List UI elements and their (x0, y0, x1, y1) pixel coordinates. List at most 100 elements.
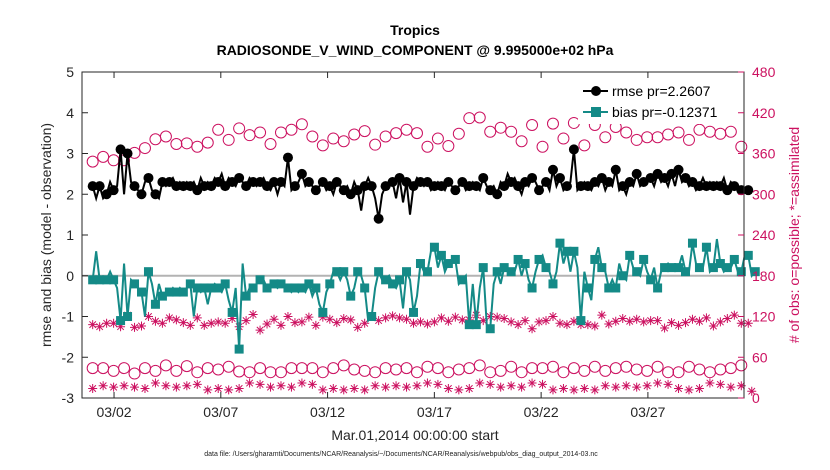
obs-assimilated-marker (332, 318, 342, 328)
rmse-point (561, 181, 572, 192)
bias-point (548, 279, 558, 289)
bias-point (555, 238, 565, 248)
bias-point (701, 242, 711, 252)
obs-possible-marker (557, 366, 570, 379)
obs-assimilated-marker (653, 378, 663, 388)
bias-point (255, 275, 265, 285)
bias-point (534, 254, 544, 264)
y-right-tick-label: 120 (752, 309, 776, 325)
obs-assimilated-marker (88, 383, 98, 393)
data-file-footnote: data file: /Users/gharamti/Documents/NCA… (204, 451, 598, 458)
chart-subtitle: RADIOSONDE_V_WIND_COMPONENT @ 9.995000e+… (217, 42, 614, 58)
obs-assimilated-marker (684, 385, 694, 395)
bias-point (408, 307, 418, 317)
obs-assimilated-marker (674, 383, 684, 393)
rmse-point (471, 181, 482, 192)
y-right-tick-label: 180 (752, 268, 776, 284)
obs-possible-marker (578, 364, 591, 377)
obs-assimilated-marker (318, 312, 328, 322)
obs-assimilated-marker (182, 381, 192, 391)
legend-rmse-label: rmse pr=2.2607 (612, 83, 711, 99)
obs-assimilated-marker (597, 310, 607, 320)
obs-assimilated-marker (548, 385, 558, 395)
bias-point (471, 320, 481, 330)
obs-assimilated-marker (611, 382, 621, 392)
bias-point (499, 263, 509, 273)
obs-assimilated-marker (234, 383, 244, 393)
obs-possible-marker (515, 135, 528, 148)
obs-assimilated-marker (227, 314, 237, 324)
obs-assimilated-marker (517, 382, 527, 392)
bias-point (353, 267, 363, 277)
obs-possible-marker (170, 364, 183, 377)
obs-assimilated-marker (307, 379, 317, 389)
y-axis-right-label: # of obs: o=possible; *=assimilated (786, 127, 802, 343)
obs-assimilated-marker (583, 320, 593, 330)
y-right-tick-label: 0 (752, 390, 760, 406)
y-axis-right: 0 60 120 180 240 300 360 420 480 (738, 64, 776, 406)
bias-point (102, 275, 112, 285)
obs-assimilated-marker (98, 381, 108, 391)
obs-assimilated-marker (590, 385, 600, 395)
obs-assimilated-marker (555, 318, 565, 328)
obs-assimilated-marker (248, 309, 258, 319)
obs-assimilated-marker (611, 316, 621, 326)
obs-assimilated-marker (527, 324, 537, 334)
obs-possible-marker (536, 140, 549, 153)
bias-point (750, 267, 760, 277)
obs-assimilated-marker (454, 385, 464, 395)
obs-assimilated-marker (266, 382, 276, 392)
obs-assimilated-marker (433, 379, 443, 389)
obs-assimilated-marker (541, 316, 551, 326)
rmse-point (331, 177, 342, 188)
bias-point (213, 283, 223, 293)
obs-possible-marker (473, 359, 486, 372)
obs-possible-marker (337, 359, 350, 372)
y-tick-label: 5 (66, 64, 74, 80)
obs-possible-marker (682, 133, 695, 146)
obs-assimilated-marker (349, 383, 359, 393)
bias-point (109, 275, 119, 285)
obs-possible-marker (86, 362, 99, 375)
bias-point (450, 254, 460, 264)
bias-point (395, 275, 405, 285)
obs-possible-marker (599, 131, 612, 144)
obs-assimilated-marker (339, 314, 349, 324)
obs-assimilated-marker (143, 312, 153, 321)
bias-point (660, 263, 670, 273)
obs-assimilated-marker (192, 313, 202, 323)
rmse-point (366, 181, 377, 192)
bias-point (478, 263, 488, 273)
obs-assimilated-marker (164, 313, 174, 323)
bias-point (367, 312, 377, 321)
rmse-point (171, 181, 182, 192)
y-tick-label: 0 (66, 268, 74, 284)
plot-area (82, 72, 744, 398)
bias-point (136, 287, 146, 297)
bias-point (429, 242, 439, 252)
obs-assimilated-marker (569, 316, 579, 326)
obs-assimilated-marker (708, 321, 718, 331)
bias-point (304, 279, 314, 289)
obs-assimilated-marker (109, 382, 119, 392)
obs-possible-marker (254, 126, 267, 139)
obs-assimilated-marker (729, 310, 739, 320)
bias-point (513, 254, 523, 264)
obs-assimilated-marker (353, 322, 363, 332)
obs-possible-marker (191, 366, 204, 379)
bias-point (234, 344, 244, 354)
obs-assimilated-marker (130, 382, 140, 392)
obs-assimilated-marker (681, 318, 691, 328)
obs-possible-marker (337, 135, 350, 148)
rmse-point (554, 172, 565, 183)
obs-assimilated-marker (409, 318, 418, 328)
obs-assimilated-marker (311, 320, 321, 330)
obs-assimilated-marker (241, 316, 251, 326)
y-tick-label: -3 (62, 390, 75, 406)
obs-assimilated-marker (715, 317, 725, 327)
obs-possible-marker (285, 362, 298, 375)
obs-assimilated-marker (276, 381, 286, 391)
obs-assimilated-marker (412, 381, 422, 391)
obs-possible-marker (620, 126, 633, 139)
obs-possible-marker (400, 362, 413, 375)
